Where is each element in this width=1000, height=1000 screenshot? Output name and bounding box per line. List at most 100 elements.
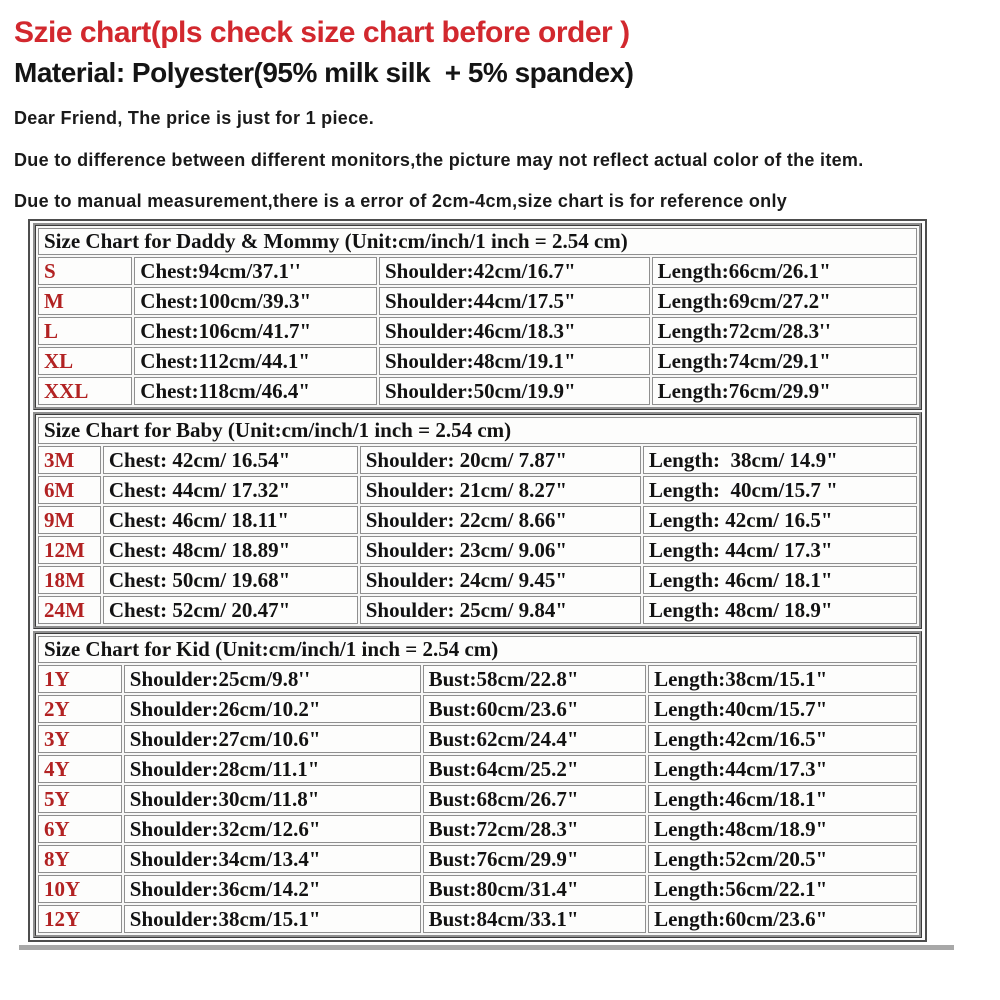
size-cell: 5Y <box>38 785 122 813</box>
size-cell: XXL <box>38 377 133 405</box>
measurement-cell: Length: 40cm/15.7 " <box>642 476 917 504</box>
measurement-cell: Length:46cm/18.1" <box>648 785 917 813</box>
measurement-cell: Length:56cm/22.1" <box>648 875 917 903</box>
table-caption-row: Size Chart for Daddy & Mommy (Unit:cm/in… <box>38 228 917 255</box>
measurement-cell: Length:76cm/29.9" <box>651 377 917 405</box>
size-table-baby: Size Chart for Baby (Unit:cm/inch/1 inch… <box>33 412 922 629</box>
table-row: 24M Chest: 52cm/ 20.47" Shoulder: 25cm/ 9.… <box>38 596 917 624</box>
measurement-cell: Length:48cm/18.9" <box>648 815 917 843</box>
measurement-cell: Length:66cm/26.1" <box>651 257 917 285</box>
measurement-cell: Bust:62cm/24.4" <box>422 725 647 753</box>
material-line: Material: Polyester(95% milk silk + 5% s… <box>14 57 634 88</box>
measurement-cell: Bust:80cm/31.4" <box>422 875 647 903</box>
size-cell: 12M <box>38 536 101 564</box>
table-row: L Chest:106cm/41.7" Shoulder:46cm/18.3" Len… <box>38 317 917 345</box>
measurement-cell: Length:38cm/15.1" <box>648 665 917 693</box>
measurement-cell: Chest:118cm/46.4" <box>134 377 377 405</box>
bottom-divider <box>19 945 954 950</box>
measurement-cell: Shoulder:50cm/19.9" <box>378 377 650 405</box>
note-measurement-error: Due to manual measurement,there is a err… <box>14 191 788 211</box>
measurement-cell: Length: 48cm/ 18.9" <box>642 596 917 624</box>
note-monitor-color: Due to difference between different moni… <box>14 150 864 170</box>
measurement-cell: Bust:68cm/26.7" <box>422 785 647 813</box>
measurement-cell: Shoulder:46cm/18.3" <box>378 317 650 345</box>
table-row: M Chest:100cm/39.3" Shoulder:44cm/17.5" Len… <box>38 287 917 315</box>
measurement-cell: Length:42cm/16.5" <box>648 725 917 753</box>
size-cell: 2Y <box>38 695 122 723</box>
size-cell: S <box>38 257 133 285</box>
table-row: 10Y Shoulder:36cm/14.2" Bust:80cm/31.4" Len… <box>38 875 917 903</box>
measurement-cell: Shoulder:26cm/10.2" <box>123 695 421 723</box>
measurement-cell: Shoulder:27cm/10.6" <box>123 725 421 753</box>
table-caption: Size Chart for Kid (Unit:cm/inch/1 inch … <box>38 636 917 663</box>
size-cell: 8Y <box>38 845 122 873</box>
measurement-cell: Shoulder: 25cm/ 9.84" <box>359 596 641 624</box>
table-row: 12Y Shoulder:38cm/15.1" Bust:84cm/33.1" Len… <box>38 905 917 933</box>
measurement-cell: Chest:112cm/44.1" <box>134 347 377 375</box>
size-table-kid: Size Chart for Kid (Unit:cm/inch/1 inch … <box>33 631 922 938</box>
measurement-cell: Shoulder:36cm/14.2" <box>123 875 421 903</box>
measurement-cell: Chest: 48cm/ 18.89" <box>102 536 358 564</box>
size-cell: 24M <box>38 596 101 624</box>
note-price: Dear Friend, The price is just for 1 pie… <box>14 108 375 128</box>
measurement-cell: Shoulder:44cm/17.5" <box>378 287 650 315</box>
measurement-cell: Shoulder: 23cm/ 9.06" <box>359 536 641 564</box>
measurement-cell: Length: 38cm/ 14.9" <box>642 446 917 474</box>
table-row: 5Y Shoulder:30cm/11.8" Bust:68cm/26.7" Leng… <box>38 785 917 813</box>
table-caption-row: Size Chart for Kid (Unit:cm/inch/1 inch … <box>38 636 917 663</box>
measurement-cell: Chest:106cm/41.7" <box>134 317 377 345</box>
size-cell: 3M <box>38 446 101 474</box>
measurement-cell: Bust:76cm/29.9" <box>422 845 647 873</box>
size-cell: 3Y <box>38 725 122 753</box>
measurement-cell: Shoulder:38cm/15.1" <box>123 905 421 933</box>
measurement-cell: Length:52cm/20.5" <box>648 845 917 873</box>
measurement-cell: Chest:94cm/37.1'' <box>134 257 377 285</box>
measurement-cell: Bust:72cm/28.3" <box>422 815 647 843</box>
measurement-cell: Chest: 44cm/ 17.32" <box>102 476 358 504</box>
size-cell: XL <box>38 347 133 375</box>
table-row: 6Y Shoulder:32cm/12.6" Bust:72cm/28.3" Leng… <box>38 815 917 843</box>
table-row: 1Y Shoulder:25cm/9.8'' Bust:58cm/22.8" Leng… <box>38 665 917 693</box>
size-tables-container: Size Chart for Daddy & Mommy (Unit:cm/in… <box>28 219 927 942</box>
size-cell: 6M <box>38 476 101 504</box>
size-cell: 9M <box>38 506 101 534</box>
size-cell: L <box>38 317 133 345</box>
measurement-cell: Length:74cm/29.1" <box>651 347 917 375</box>
measurement-cell: Shoulder:28cm/11.1" <box>123 755 421 783</box>
measurement-cell: Chest: 52cm/ 20.47" <box>102 596 358 624</box>
measurement-cell: Length: 44cm/ 17.3" <box>642 536 917 564</box>
measurement-cell: Bust:58cm/22.8" <box>422 665 647 693</box>
page-title: Szie chart(pls check size chart before o… <box>14 16 630 49</box>
table-row: XL Chest:112cm/44.1" Shoulder:48cm/19.1" Le… <box>38 347 917 375</box>
measurement-cell: Chest:100cm/39.3" <box>134 287 377 315</box>
table-row: 12M Chest: 48cm/ 18.89" Shoulder: 23cm/ 9.… <box>38 536 917 564</box>
measurement-cell: Shoulder: 20cm/ 7.87" <box>359 446 641 474</box>
size-cell: 12Y <box>38 905 122 933</box>
size-cell: 1Y <box>38 665 122 693</box>
measurement-cell: Length: 46cm/ 18.1" <box>642 566 917 594</box>
table-row: 18M Chest: 50cm/ 19.68" Shoulder: 24cm/ 9.… <box>38 566 917 594</box>
table-row: S Chest:94cm/37.1'' Shoulder:42cm/16.7" Len… <box>38 257 917 285</box>
measurement-cell: Chest: 50cm/ 19.68" <box>102 566 358 594</box>
table-row: 6M Chest: 44cm/ 17.32" Shoulder: 21cm/ 8.2… <box>38 476 917 504</box>
measurement-cell: Shoulder:48cm/19.1" <box>378 347 650 375</box>
measurement-cell: Length: 42cm/ 16.5" <box>642 506 917 534</box>
measurement-cell: Length:44cm/17.3" <box>648 755 917 783</box>
measurement-cell: Bust:64cm/25.2" <box>422 755 647 783</box>
size-table-daddy-mommy: Size Chart for Daddy & Mommy (Unit:cm/in… <box>33 223 922 410</box>
size-cell: 10Y <box>38 875 122 903</box>
measurement-cell: Shoulder:30cm/11.8" <box>123 785 421 813</box>
size-cell: 6Y <box>38 815 122 843</box>
measurement-cell: Bust:84cm/33.1" <box>422 905 647 933</box>
table-caption: Size Chart for Daddy & Mommy (Unit:cm/in… <box>38 228 917 255</box>
table-row: 3Y Shoulder:27cm/10.6" Bust:62cm/24.4" Leng… <box>38 725 917 753</box>
measurement-cell: Shoulder:25cm/9.8'' <box>123 665 421 693</box>
size-cell: M <box>38 287 133 315</box>
measurement-cell: Shoulder: 24cm/ 9.45" <box>359 566 641 594</box>
measurement-cell: Chest: 42cm/ 16.54" <box>102 446 358 474</box>
table-row: 2Y Shoulder:26cm/10.2" Bust:60cm/23.6" Leng… <box>38 695 917 723</box>
measurement-cell: Shoulder: 21cm/ 8.27" <box>359 476 641 504</box>
measurement-cell: Length:60cm/23.6" <box>648 905 917 933</box>
measurement-cell: Length:69cm/27.2" <box>651 287 917 315</box>
measurement-cell: Shoulder:34cm/13.4" <box>123 845 421 873</box>
